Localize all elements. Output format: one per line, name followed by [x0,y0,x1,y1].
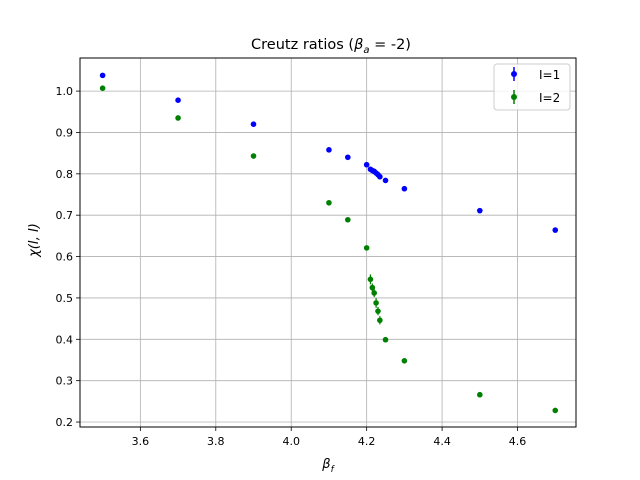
legend-label-i2: I=2 [539,91,560,105]
data-point [175,97,181,103]
y-tick-label: 1.0 [56,85,74,98]
data-point [371,290,378,296]
data-point [477,207,483,214]
data-point [99,72,106,79]
y-axis-label: χ(I, I) [27,223,42,258]
title-suffix: = -2) [369,37,410,53]
y-tick-label: 0.7 [56,209,74,222]
y-tick-label: 0.5 [56,292,74,305]
y-tick-label: 0.9 [56,126,74,139]
series-1 [99,72,559,233]
title-sub: a [363,45,369,56]
x-axis-label: βf [321,457,335,475]
legend-marker-i2 [511,94,517,100]
series-layer [99,72,559,414]
data-point [345,216,351,223]
legend: I=1 I=2 [493,63,571,111]
x-tick-label: 3.8 [207,435,225,448]
data-point [367,276,374,283]
data-point [401,185,408,192]
y-tick-label: 0.2 [56,416,74,429]
data-point [552,227,559,233]
legend-marker-i1 [511,71,517,77]
data-point [326,199,332,206]
x-tick-label: 4.0 [282,435,300,448]
y-tick-label: 0.3 [56,375,74,388]
data-point [363,161,370,168]
legend-label-i1: I=1 [539,68,560,82]
data-point [326,147,332,153]
data-point [175,115,181,121]
data-point [373,300,379,306]
x-tick-label: 4.2 [358,435,376,448]
data-point [477,391,483,398]
data-point [382,336,389,343]
data-point [375,308,381,314]
data-point [377,173,383,180]
plot-frame [79,57,577,428]
series-2 [99,85,559,414]
grid-lines [80,58,576,427]
data-point [99,85,106,91]
y-tick-label: 0.4 [56,333,74,346]
data-point [382,177,389,184]
data-point [345,154,351,161]
x-tick-label: 4.6 [509,435,527,448]
data-point [250,153,257,159]
x-tick-label: 3.6 [132,435,150,448]
data-point [552,407,559,414]
data-point [363,245,370,251]
data-point [401,358,408,364]
x-label-sub: f [331,465,336,475]
y-tick-label: 0.6 [56,251,74,264]
title-beta: β [353,37,363,53]
title-prefix: Creutz ratios ( [251,37,354,53]
data-point [377,317,383,324]
y-tick-label: 0.8 [56,168,74,181]
data-point [250,121,257,127]
x-label-main: β [321,457,330,472]
chart-title: Creutz ratios (βa = -2) [251,37,411,56]
axis-ticks: 3.6 3.8 4.0 4.2 4.4 4.6 0.2 0.3 0.4 0.5 0.6 0.7 0.8 0… [56,85,527,448]
x-tick-label: 4.4 [433,435,451,448]
